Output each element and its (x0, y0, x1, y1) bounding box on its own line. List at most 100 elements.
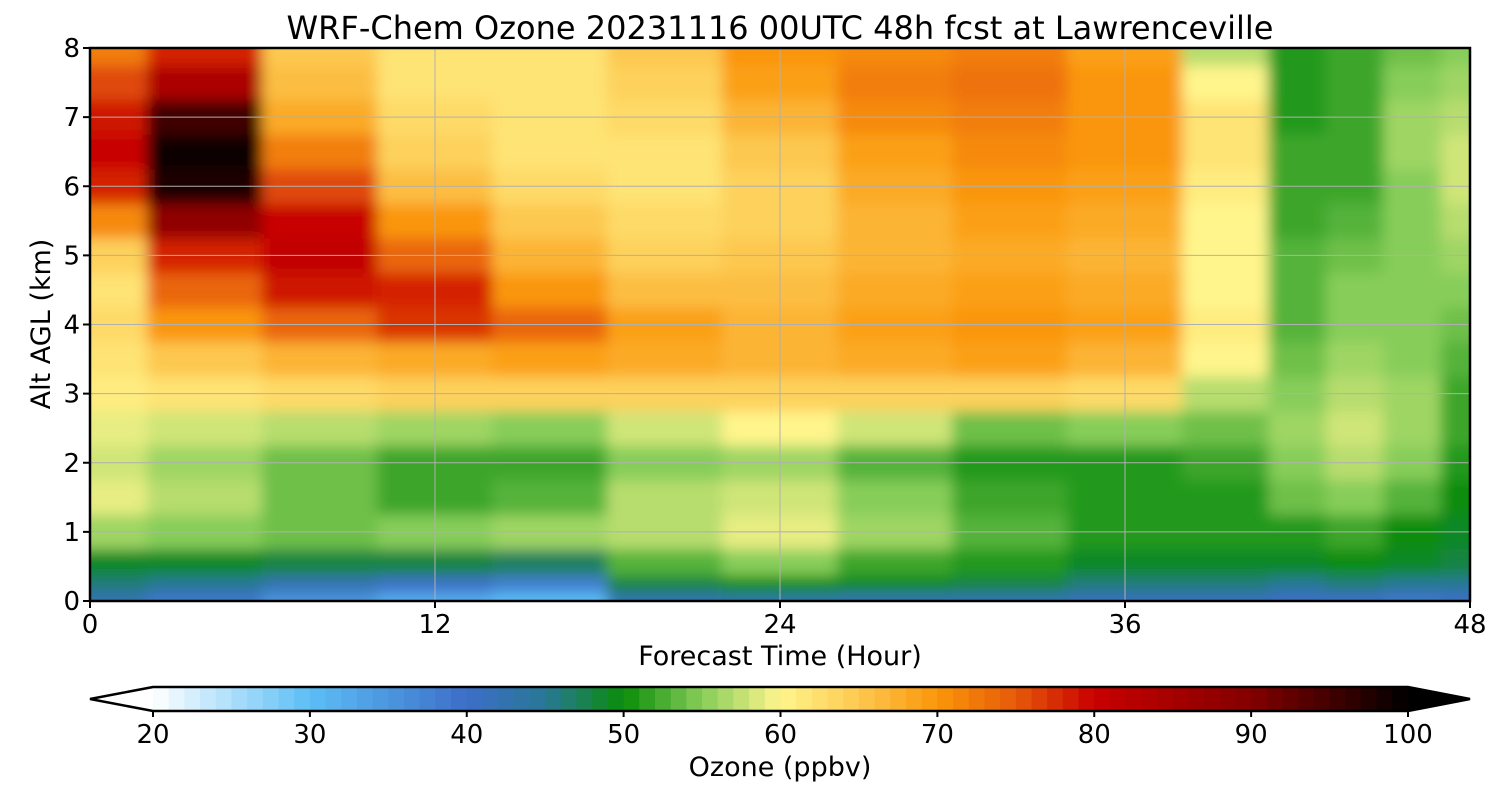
colorbar-swatch (1329, 687, 1346, 711)
colorbar-tick-label: 30 (293, 720, 326, 750)
heat-cell (952, 341, 1068, 377)
y-axis-label: Alt AGL (km) (26, 239, 57, 410)
colorbar-under-arrow (90, 687, 153, 711)
heat-cell (1440, 479, 1470, 516)
colorbar-tick-label: 60 (764, 720, 797, 750)
colorbar-swatch (921, 687, 938, 711)
colorbar-swatch (1000, 687, 1017, 711)
heat-cell (90, 479, 148, 516)
heat-cell (1268, 591, 1327, 601)
heat-cell (607, 203, 723, 239)
y-tick-label: 1 (63, 518, 80, 548)
colorbar-swatch (451, 687, 468, 711)
x-tick-label: 36 (1108, 610, 1141, 640)
heat-cell (147, 64, 263, 101)
heat-cell (492, 548, 608, 576)
heat-cell (1383, 64, 1442, 101)
colorbar-over-arrow (1408, 687, 1470, 711)
colorbar-swatch (1109, 687, 1127, 711)
heat-cell (837, 64, 953, 101)
colorbar-swatch (764, 687, 782, 711)
colorbar (89, 685, 1471, 713)
colorbar-swatch (498, 687, 515, 711)
heat-cell (1182, 272, 1270, 308)
heat-cell (1440, 574, 1470, 593)
heat-cell (952, 548, 1068, 576)
colorbar-tick-label: 20 (136, 720, 169, 750)
heat-cell (147, 341, 263, 377)
colorbar-swatch (890, 687, 907, 711)
heat-cell (262, 341, 378, 377)
heat-cell (492, 591, 608, 601)
colorbar-swatch (325, 687, 342, 711)
heat-cell (1325, 479, 1385, 516)
colorbar-swatch (1251, 687, 1268, 711)
heat-cell (1325, 410, 1385, 446)
heat-cell (1440, 272, 1470, 308)
heat-cell (837, 574, 953, 593)
heat-cell (147, 591, 263, 601)
colorbar-swatch (953, 687, 970, 711)
colorbar-swatch (1031, 687, 1048, 711)
heat-cell (1383, 548, 1442, 576)
ozone-field (90, 48, 1470, 601)
heat-cell (1325, 591, 1385, 601)
colorbar-swatch (309, 687, 327, 711)
heat-cell (147, 410, 263, 446)
heat-cell (1325, 64, 1385, 101)
heat-cell (1182, 203, 1270, 239)
colorbar-swatch (278, 687, 295, 711)
heat-cell (90, 591, 148, 601)
colorbar-swatch (356, 687, 374, 711)
y-tick-label: 2 (63, 449, 80, 479)
heat-cell (952, 64, 1068, 101)
heat-cell (607, 48, 723, 66)
heat-cell (1383, 591, 1442, 601)
y-tick-label: 0 (63, 587, 80, 617)
heat-cell (1182, 574, 1270, 593)
heat-cell (1383, 203, 1442, 239)
colorbar-swatch (1141, 687, 1158, 711)
colorbar-swatch (1062, 687, 1080, 711)
heat-cell (1325, 574, 1385, 593)
heat-cell (1268, 410, 1327, 446)
colorbar-swatch (215, 687, 233, 711)
colorbar-swatch (482, 687, 499, 711)
heat-cell (262, 272, 378, 308)
heat-cell (1440, 133, 1470, 170)
colorbar-swatch (1047, 687, 1064, 711)
colorbar-swatch (937, 687, 954, 711)
heat-cell (90, 410, 148, 446)
heat-cell (492, 64, 608, 101)
heat-cell (262, 203, 378, 239)
colorbar-swatch (733, 687, 750, 711)
heat-cell (147, 48, 263, 66)
heat-cell (492, 203, 608, 239)
heat-cell (1268, 203, 1327, 239)
heat-cell (952, 574, 1068, 593)
colorbar-swatch (858, 687, 876, 711)
heat-cell (1268, 48, 1327, 66)
colorbar-swatch (1094, 687, 1111, 711)
heat-cell (492, 272, 608, 308)
colorbar-swatch (686, 687, 703, 711)
heat-cell (90, 48, 148, 66)
colorbar-tick-label: 90 (1235, 720, 1268, 750)
colorbar-swatch (435, 687, 452, 711)
x-tick-label: 0 (82, 610, 99, 640)
heat-cell (492, 133, 608, 170)
heat-cell (952, 203, 1068, 239)
heat-cell (262, 64, 378, 101)
heat-cell (262, 479, 378, 516)
heat-cell (607, 272, 723, 308)
colorbar-swatch (1172, 687, 1189, 711)
heat-cell (492, 341, 608, 377)
heat-cell (1383, 574, 1442, 593)
heat-cell (607, 479, 723, 516)
colorbar-tick-label: 80 (1078, 720, 1111, 750)
heat-cell (1383, 341, 1442, 377)
heat-cell (952, 48, 1068, 66)
heat-cell (262, 591, 378, 601)
heat-cell (607, 64, 723, 101)
y-tick-label: 8 (63, 34, 80, 64)
